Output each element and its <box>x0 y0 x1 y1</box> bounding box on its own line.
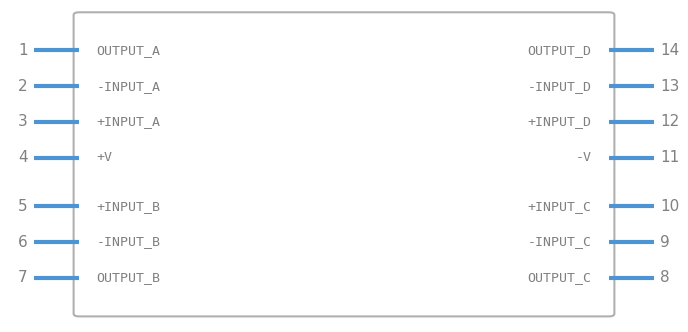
Text: +V: +V <box>96 151 112 164</box>
Text: 6: 6 <box>18 234 28 250</box>
Text: -INPUT_C: -INPUT_C <box>528 235 592 249</box>
Text: +INPUT_C: +INPUT_C <box>528 200 592 213</box>
Text: 11: 11 <box>660 150 680 165</box>
Text: 4: 4 <box>18 150 28 165</box>
Text: OUTPUT_C: OUTPUT_C <box>528 271 592 285</box>
Text: OUTPUT_D: OUTPUT_D <box>528 44 592 57</box>
Text: -INPUT_A: -INPUT_A <box>96 80 160 93</box>
Text: +INPUT_D: +INPUT_D <box>528 116 592 128</box>
Text: -INPUT_D: -INPUT_D <box>528 80 592 93</box>
Text: 3: 3 <box>18 115 28 129</box>
Text: 9: 9 <box>660 234 670 250</box>
Text: 7: 7 <box>18 270 28 286</box>
Text: OUTPUT_A: OUTPUT_A <box>96 44 160 57</box>
Text: 10: 10 <box>660 199 680 214</box>
Text: 1: 1 <box>18 43 28 58</box>
Text: 12: 12 <box>660 115 680 129</box>
Text: 13: 13 <box>660 79 680 94</box>
Text: 14: 14 <box>660 43 680 58</box>
FancyBboxPatch shape <box>74 12 614 316</box>
Text: +INPUT_B: +INPUT_B <box>96 200 160 213</box>
Text: OUTPUT_B: OUTPUT_B <box>96 271 160 285</box>
Text: 8: 8 <box>660 270 670 286</box>
Text: -V: -V <box>576 151 592 164</box>
Text: -INPUT_B: -INPUT_B <box>96 235 160 249</box>
Text: +INPUT_A: +INPUT_A <box>96 116 160 128</box>
Text: 2: 2 <box>18 79 28 94</box>
Text: 5: 5 <box>18 199 28 214</box>
